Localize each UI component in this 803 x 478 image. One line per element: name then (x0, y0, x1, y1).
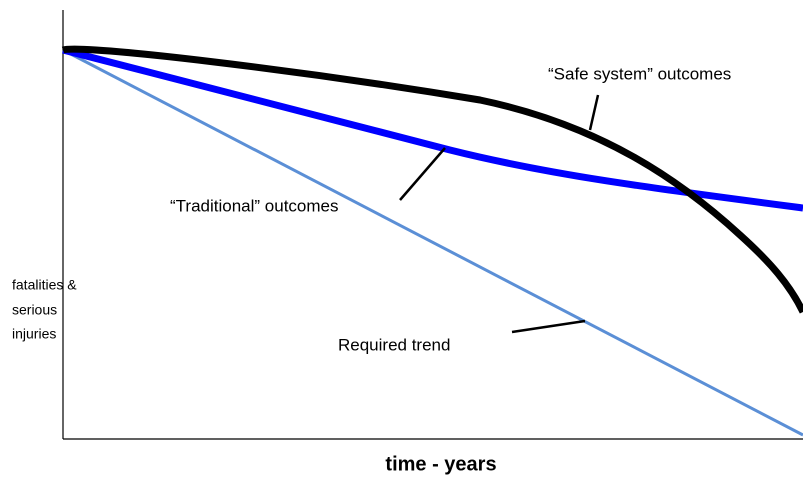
required-trend-line (62, 48, 803, 437)
traditional-label: “Traditional” outcomes (170, 196, 339, 215)
leader-line (399, 147, 446, 201)
safe-system-label: “Safe system” outcomes (548, 64, 731, 83)
x-axis-label: time - years (385, 453, 496, 475)
required-label: Required trend (338, 335, 450, 354)
leader-line (511, 319, 586, 334)
safe-system-curve (61, 45, 803, 314)
y-axis-label: fatalities & (12, 277, 77, 293)
y-axis-label: injuries (12, 326, 56, 342)
y-axis-label: serious (12, 302, 57, 318)
traditional-curve (62, 46, 803, 212)
leader-line (588, 94, 600, 131)
